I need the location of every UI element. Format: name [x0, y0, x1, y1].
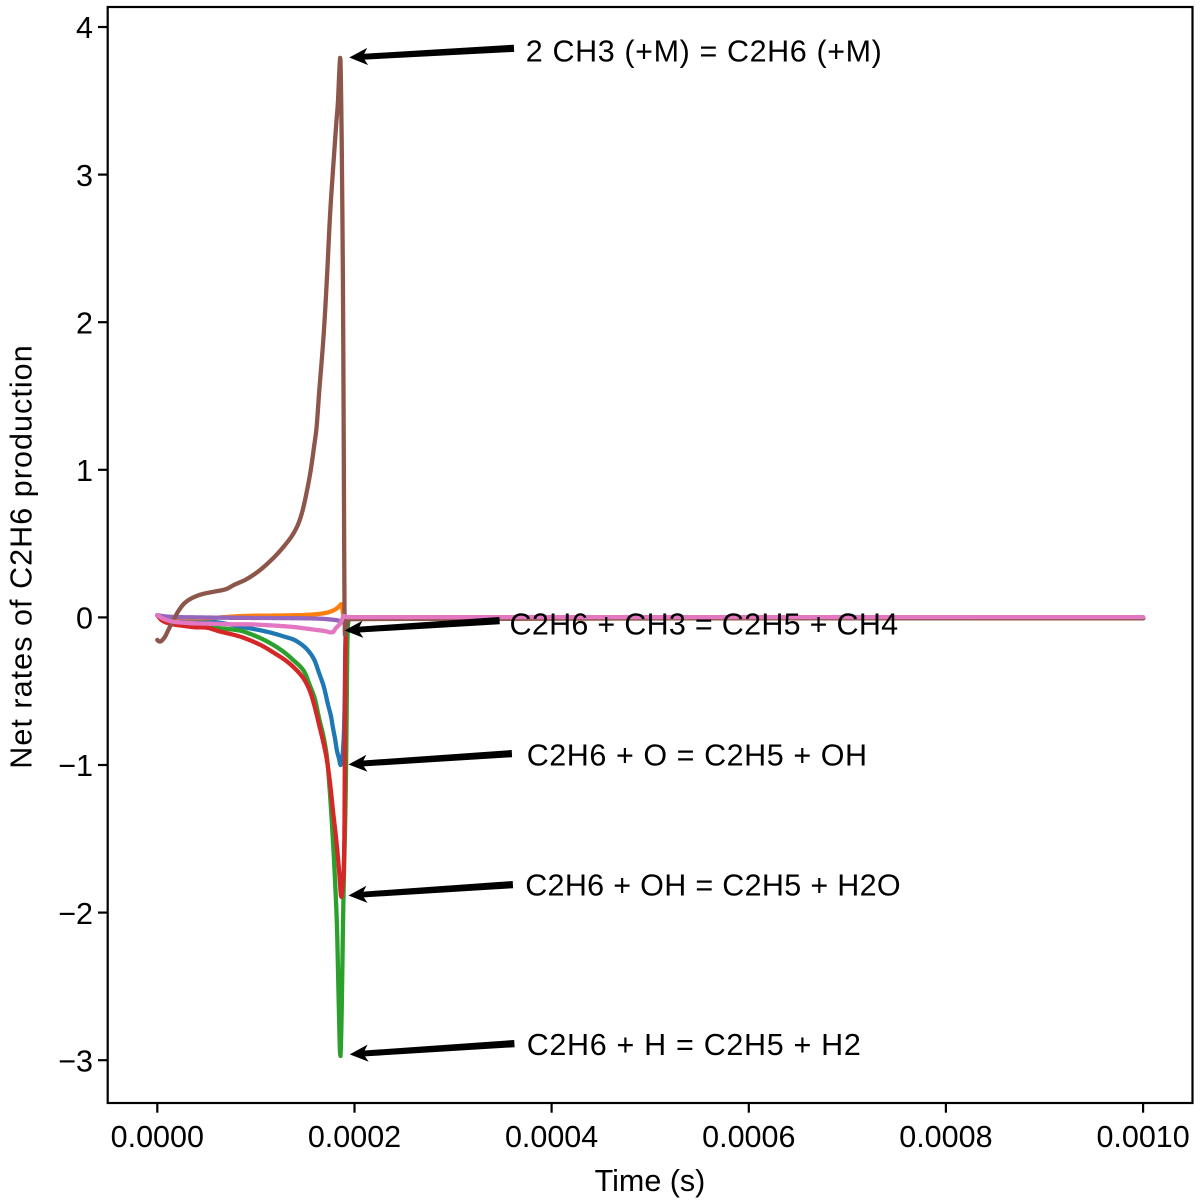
svg-text:4: 4: [76, 11, 93, 45]
svg-text:0.0002: 0.0002: [308, 1120, 401, 1154]
svg-text:−3: −3: [58, 1044, 93, 1078]
svg-text:2 CH3 (+M) = C2H6 (+M): 2 CH3 (+M) = C2H6 (+M): [526, 35, 883, 69]
svg-text:2: 2: [76, 306, 93, 340]
svg-text:0.0010: 0.0010: [1096, 1120, 1189, 1154]
svg-text:1: 1: [76, 454, 93, 488]
svg-text:0.0006: 0.0006: [702, 1120, 795, 1154]
svg-text:−1: −1: [58, 749, 93, 783]
svg-text:C2H6 + H = C2H5 + H2: C2H6 + H = C2H5 + H2: [527, 1028, 862, 1062]
svg-text:C2H6 + O = C2H5 + OH: C2H6 + O = C2H5 + OH: [527, 739, 868, 773]
svg-text:Net rates of C2H6 production: Net rates of C2H6 production: [5, 344, 39, 768]
svg-text:0.0000: 0.0000: [111, 1120, 204, 1154]
svg-text:Time (s): Time (s): [595, 1164, 706, 1198]
svg-text:−2: −2: [58, 897, 93, 931]
svg-text:C2H6 + CH3 = C2H5 + CH4: C2H6 + CH3 = C2H5 + CH4: [510, 608, 899, 642]
svg-text:0.0004: 0.0004: [505, 1120, 598, 1154]
svg-text:0: 0: [76, 602, 93, 636]
svg-text:0.0008: 0.0008: [899, 1120, 992, 1154]
svg-text:3: 3: [76, 159, 93, 193]
svg-text:C2H6 + OH = C2H5 + H2O: C2H6 + OH = C2H5 + H2O: [525, 869, 901, 903]
